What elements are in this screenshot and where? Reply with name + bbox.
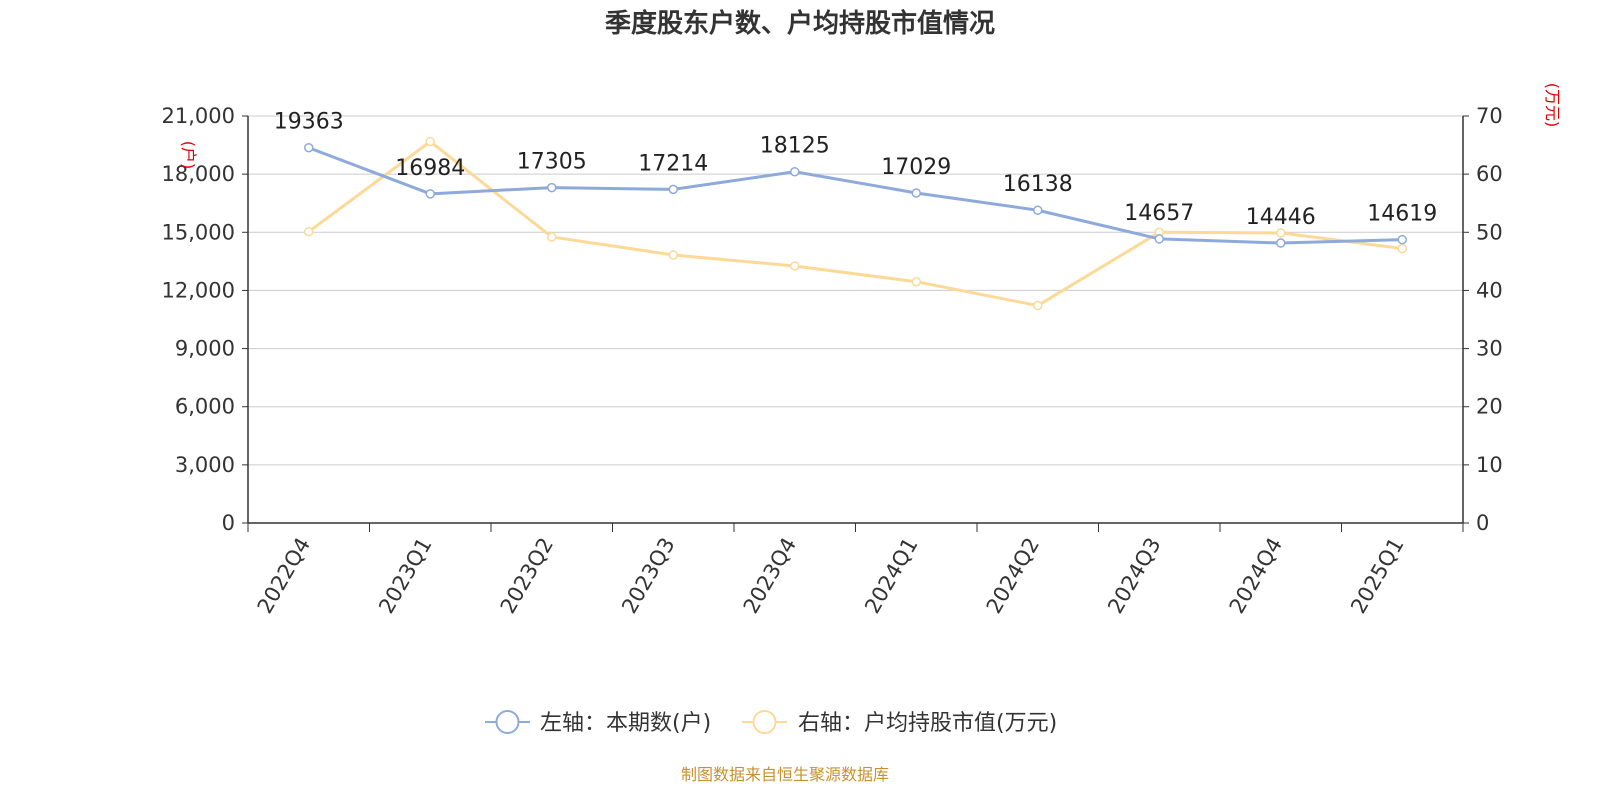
- series-point-left[interactable]: [1276, 238, 1286, 248]
- legend-left-marker: [495, 710, 520, 734]
- data-label: 18125: [760, 134, 830, 159]
- data-label: 14446: [1246, 205, 1316, 230]
- x-axis-tick-label: 2023Q2: [496, 534, 558, 618]
- data-label: 17029: [881, 155, 951, 180]
- source-note: 制图数据来自恒生聚源数据库: [681, 765, 889, 784]
- right-axis-tick-label: 10: [1476, 453, 1503, 477]
- series-point-right[interactable]: [1033, 300, 1043, 311]
- x-axis-tick-label: 2023Q1: [374, 534, 436, 618]
- series-point-right[interactable]: [668, 250, 678, 260]
- x-axis-tick-label: 2024Q2: [982, 534, 1044, 618]
- series-point-left[interactable]: [425, 189, 435, 199]
- left-axis-tick-label: 12,000: [162, 278, 235, 302]
- left-axis-tick-label: 15,000: [162, 220, 235, 244]
- right-axis-tick-label: 30: [1476, 337, 1503, 361]
- series-point-left[interactable]: [790, 166, 800, 177]
- legend[interactable]: 左轴：本期数(户) 右轴：户均持股市值(万元): [485, 710, 1057, 736]
- series-line-left: [308, 146, 1403, 245]
- left-axis-unit: (户): [179, 141, 198, 170]
- left-axis-tick-label: 3,000: [175, 453, 235, 477]
- right-axis-tick-label: 70: [1476, 104, 1503, 128]
- series-layer: 19363 16984 17305 17214 18125 17029 16138 14657…: [274, 110, 1437, 311]
- data-label: 16138: [1003, 172, 1073, 197]
- series-point-left[interactable]: [1397, 234, 1407, 245]
- right-axis-tick-label: 50: [1476, 220, 1503, 244]
- data-label: 16984: [395, 156, 465, 181]
- series-point-right[interactable]: [425, 136, 435, 147]
- series-point-left[interactable]: [1033, 205, 1043, 215]
- data-label: 17214: [638, 151, 708, 176]
- chart-title: 季度股东户数、户均持股市值情况: [605, 8, 995, 39]
- left-axis-tick-label: 18,000: [162, 162, 235, 186]
- left-axis-tick-label: 21,000: [162, 104, 235, 128]
- x-axis-tick-label: 2024Q4: [1225, 534, 1287, 618]
- x-axis-tick-label: 2024Q3: [1103, 534, 1165, 618]
- data-label: 19363: [274, 110, 344, 135]
- series-point-left[interactable]: [911, 188, 921, 198]
- right-axis-unit: (万元): [1543, 83, 1562, 128]
- legend-item-right[interactable]: 右轴：户均持股市值(万元): [742, 710, 1057, 736]
- left-axis-tick-label: 9,000: [175, 337, 235, 361]
- data-label: 14657: [1124, 201, 1194, 226]
- series-point-left[interactable]: [547, 182, 557, 193]
- left-axis-tick-label: 0: [222, 511, 235, 535]
- right-axis-tick-label: 0: [1476, 511, 1489, 535]
- series-point-right[interactable]: [547, 232, 557, 242]
- x-axis-tick-label: 2022Q4: [253, 534, 315, 618]
- series-point-right[interactable]: [1276, 228, 1286, 238]
- x-axis-tick-label: 2025Q1: [1346, 534, 1408, 618]
- legend-right-marker: [752, 710, 777, 734]
- left-axis-tick-label: 6,000: [175, 395, 235, 419]
- right-axis-tick-label: 60: [1476, 162, 1503, 186]
- axes: 0 0 3,000 10 6,000 20 9,000 30 12,000 40 15,000 50 1…: [162, 104, 1503, 618]
- legend-item-left[interactable]: 左轴：本期数(户): [485, 710, 711, 736]
- right-axis-tick-label: 20: [1476, 395, 1503, 419]
- series-point-right[interactable]: [1397, 243, 1407, 254]
- series-point-left[interactable]: [304, 142, 314, 153]
- data-label: 14619: [1367, 202, 1437, 227]
- x-axis-tick-label: 2023Q4: [739, 534, 801, 618]
- grid-lines: [248, 115, 1463, 466]
- legend-right-label: 右轴：户均持股市值(万元): [798, 711, 1057, 736]
- series-point-left[interactable]: [668, 184, 678, 195]
- series-point-left[interactable]: [1154, 234, 1164, 244]
- legend-left-label: 左轴：本期数(户): [540, 711, 711, 736]
- series-point-right[interactable]: [790, 261, 800, 271]
- series-point-right[interactable]: [304, 226, 314, 237]
- x-axis-tick-label: 2024Q1: [860, 534, 922, 618]
- right-axis-tick-label: 40: [1476, 278, 1503, 302]
- series-line-right: [307, 140, 1403, 308]
- series-point-right[interactable]: [911, 276, 921, 287]
- x-axis-tick-label: 2023Q3: [617, 534, 679, 618]
- data-label: 17305: [517, 150, 587, 175]
